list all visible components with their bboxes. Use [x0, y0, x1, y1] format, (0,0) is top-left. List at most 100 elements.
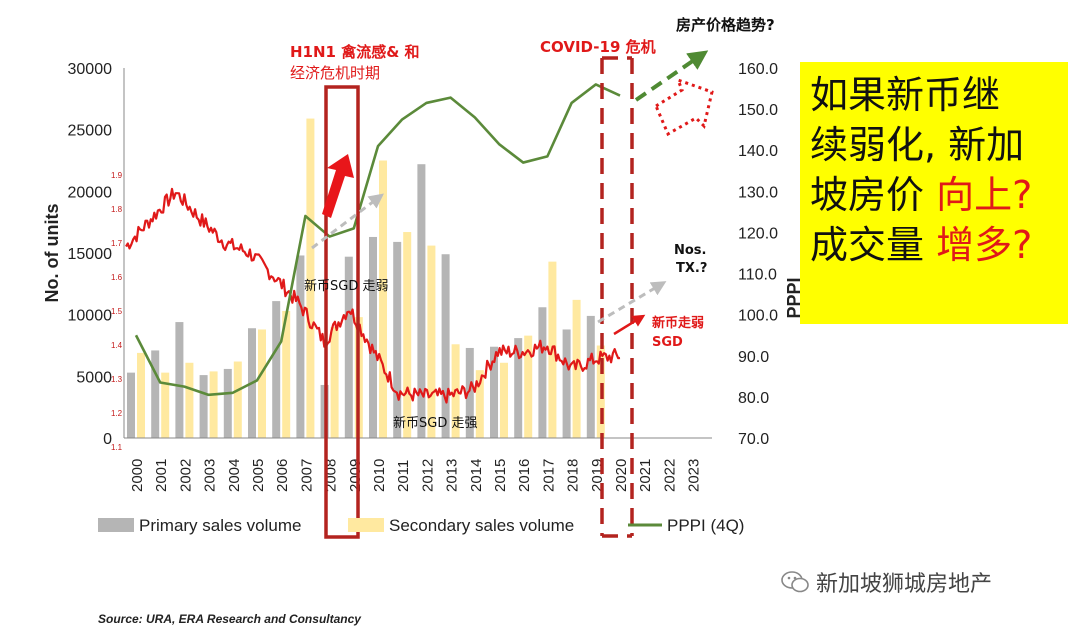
legend-label-primary: Primary sales volume — [139, 516, 302, 535]
y-left-tick-10000: 10000 — [68, 308, 113, 325]
x-tick-2000: 2000 — [129, 459, 146, 492]
y-left-tick-0: 0 — [103, 431, 112, 448]
source-note: Source: URA, ERA Research and Consultanc… — [98, 612, 361, 626]
legend-label-secondary: Secondary sales volume — [389, 516, 574, 535]
bar-secondary-2010 — [379, 160, 387, 438]
bar-primary-2001 — [151, 350, 160, 438]
annotation-trend: 房产价格趋势? — [676, 16, 775, 34]
x-tick-2017: 2017 — [540, 459, 557, 492]
fx-tick-1.5: 1.5 — [111, 307, 123, 316]
x-tick-2006: 2006 — [274, 459, 291, 492]
legend-label-pppi: PPPI (4Q) — [667, 516, 744, 535]
red-small-arrow — [613, 314, 646, 336]
bar-secondary-2014 — [475, 370, 484, 438]
green-trend-arrow — [634, 50, 709, 102]
fx-tick-1.6: 1.6 — [111, 273, 123, 282]
bar-secondary-2006 — [282, 310, 291, 438]
grey-arrow-2009 — [311, 193, 384, 250]
bar-primary-2002 — [175, 322, 184, 438]
bar-primary-2010 — [369, 236, 377, 438]
fx-line — [125, 187, 621, 404]
x-tick-2013: 2013 — [444, 459, 461, 492]
x-ticks: 2000 2001 2002 2003 2004 2005 2006 2007 2008 2009… — [129, 459, 703, 492]
note-line-1: 如果新币继 — [810, 73, 1001, 117]
fx-tick-1.2: 1.2 — [111, 409, 123, 418]
y-right-tick-130.0: 130.0 — [738, 184, 778, 201]
y-right-tick-160.0: 160.0 — [738, 61, 778, 78]
y-left-label: No. of units — [42, 204, 62, 303]
note-line-2: 续弱化, 新加 — [810, 123, 1025, 167]
bar-primary-2015 — [490, 346, 498, 438]
fx-tick-1.1: 1.1 — [111, 443, 123, 452]
bar-secondary-2001 — [161, 372, 170, 438]
y-left-tick-20000: 20000 — [68, 184, 113, 201]
bar-secondary-2007 — [306, 118, 315, 439]
y-left-tick-5000: 5000 — [76, 369, 112, 386]
bar-primary-2000 — [127, 372, 135, 438]
bar-primary-2019 — [586, 315, 595, 438]
annotation-weak-2a: 新币走弱 — [652, 315, 704, 331]
bar-secondary-2011 — [403, 232, 412, 438]
y-right-tick-70.0: 70.0 — [738, 431, 769, 448]
y-right-tick-80.0: 80.0 — [738, 390, 769, 407]
bar-secondary-2000 — [137, 352, 145, 438]
h1n1-box — [324, 85, 360, 539]
annotation-h1n1: H1N1 禽流感& 和 — [290, 43, 420, 61]
annotation-nos: Nos. — [674, 243, 707, 258]
note-line-3: 坡房价 向上? — [810, 170, 1058, 220]
note-line-4-highlight: 增多? — [936, 223, 1033, 267]
bar-secondary-2016 — [524, 335, 533, 438]
fx-tick-1.4: 1.4 — [111, 341, 123, 350]
bar-secondary-2008 — [330, 327, 339, 438]
grey-arrow-2020 — [597, 281, 667, 324]
legend-swatch-primary — [98, 518, 134, 532]
dotted-outline-arrow — [654, 77, 714, 137]
bar-primary-2012 — [417, 164, 426, 438]
annotation-crisis: 经济危机时期 — [290, 64, 380, 82]
note-line-3-text: 坡房价 — [810, 173, 937, 217]
fx-tick-1.9: 1.9 — [111, 171, 123, 180]
note-box: 如果新币继 续弱化, 新加 坡房价 向上? 成交量 增多? — [800, 62, 1068, 324]
y-left-tick-30000: 30000 — [68, 61, 113, 78]
legend-swatch-secondary — [348, 518, 384, 532]
note-line-4-text: 成交量 — [810, 223, 937, 267]
bar-primary-2016 — [514, 338, 523, 438]
x-tick-2002: 2002 — [177, 459, 194, 492]
bar-primary-2013 — [441, 254, 450, 438]
x-tick-2005: 2005 — [250, 459, 267, 492]
x-tick-2009: 2009 — [347, 459, 364, 492]
red-up-arrow — [322, 154, 354, 218]
note-line-3-highlight: 向上? — [936, 173, 1033, 217]
y-right-tick-120.0: 120.0 — [738, 225, 778, 242]
x-tick-2001: 2001 — [153, 459, 170, 492]
annotation-tx: TX.? — [676, 261, 707, 276]
y-right-tick-110.0: 110.0 — [738, 267, 777, 284]
bar-primary-2017 — [538, 307, 547, 438]
x-tick-2023: 2023 — [686, 459, 703, 492]
bar-primary-2011 — [393, 241, 402, 438]
bar-secondary-2015 — [500, 362, 508, 438]
x-tick-2007: 2007 — [298, 459, 315, 492]
bar-secondary-2003 — [209, 371, 218, 438]
pppi-line-layer — [134, 83, 621, 397]
pppi-line — [134, 83, 621, 397]
y-left-tick-15000: 15000 — [68, 246, 113, 263]
y-left-ticks: 30000 25000 20000 15000 10000 5000 0 — [68, 61, 113, 448]
x-tick-2022: 2022 — [661, 459, 678, 492]
x-tick-2004: 2004 — [226, 459, 243, 492]
x-tick-2021: 2021 — [637, 459, 654, 492]
watermark: 新加坡狮城房地产 — [780, 566, 992, 598]
bar-primary-2018 — [562, 329, 571, 438]
bar-secondary-2005 — [258, 329, 266, 438]
bar-secondary-2004 — [233, 361, 242, 438]
annotation-weak-1: 新币SGD 走弱 — [304, 278, 388, 294]
bar-primary-2006 — [272, 301, 281, 438]
watermark-text: 新加坡狮城房地产 — [816, 572, 993, 597]
x-tick-2015: 2015 — [492, 459, 509, 492]
y-right-tick-150.0: 150.0 — [738, 102, 778, 119]
y-left-tick-25000: 25000 — [68, 123, 113, 140]
fx-tick-1.7: 1.7 — [111, 239, 123, 248]
y-right-tick-100.0: 100.0 — [738, 308, 778, 325]
bar-secondary-2002 — [185, 362, 194, 438]
